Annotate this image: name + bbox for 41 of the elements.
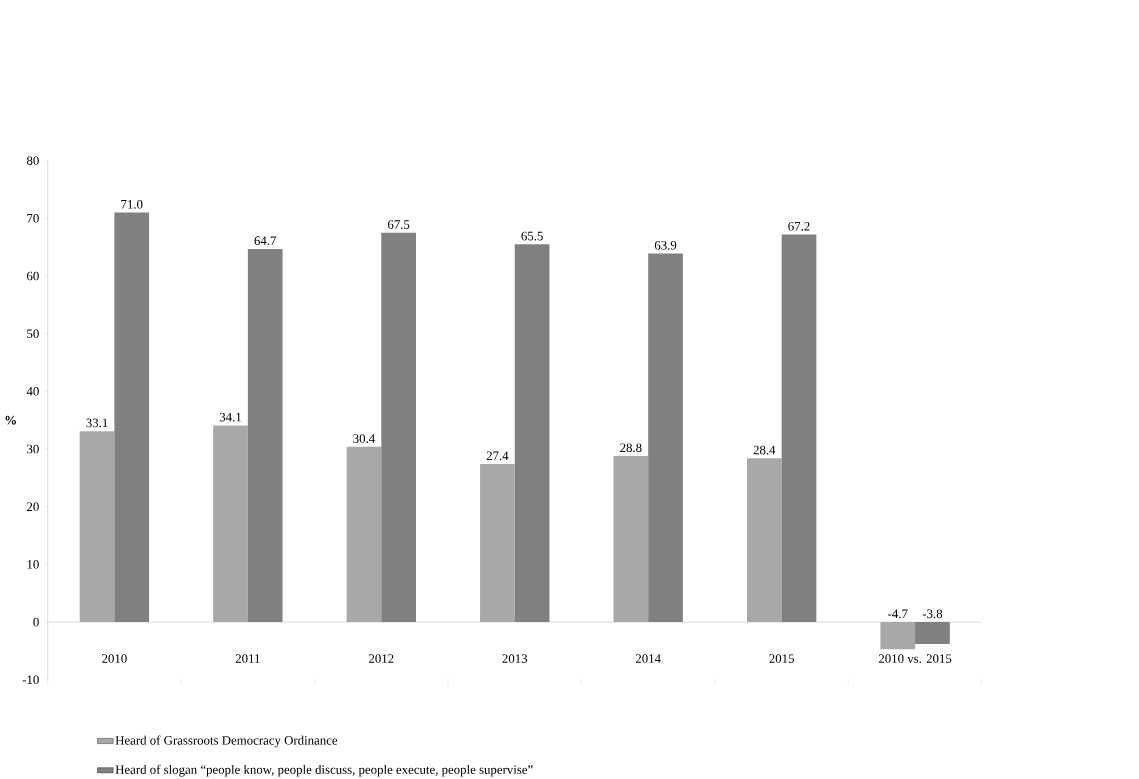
x-tick-label: 2012 bbox=[369, 654, 394, 663]
bar bbox=[381, 232, 416, 622]
y-tick-label: 60 bbox=[27, 271, 39, 281]
data-label: 64.7 bbox=[254, 236, 277, 245]
bar bbox=[648, 253, 683, 622]
data-label: 67.5 bbox=[387, 220, 410, 229]
y-tick-label: 40 bbox=[26, 386, 39, 396]
data-label: 63.9 bbox=[654, 240, 677, 250]
y-tick-label: 80 bbox=[26, 156, 39, 165]
y-tick-label: 70 bbox=[27, 213, 39, 223]
x-tick-label: 2011 bbox=[235, 654, 260, 663]
y-tick-label: 50 bbox=[27, 329, 39, 338]
data-label: 67.2 bbox=[788, 221, 810, 231]
bar bbox=[114, 212, 150, 622]
bar bbox=[915, 621, 950, 644]
y-axis-title: % bbox=[5, 415, 16, 425]
bar bbox=[781, 234, 817, 622]
y-tick-label: -10 bbox=[22, 675, 39, 684]
data-label: 28.8 bbox=[620, 443, 642, 452]
data-label: 30.4 bbox=[353, 433, 375, 443]
x-tick-label: 2010 bbox=[102, 654, 127, 663]
data-label: 65.5 bbox=[521, 231, 543, 241]
data-label: 28.4 bbox=[753, 445, 776, 455]
legend-label: Heard of Grassroots Democracy Ordinance bbox=[115, 735, 338, 748]
legend-label: Heard of slogan “people know, people discuss, people execute, people supervise” bbox=[115, 764, 533, 777]
bar bbox=[514, 244, 550, 622]
x-tick-label: 2013 bbox=[502, 654, 528, 663]
data-label: 33.1 bbox=[86, 418, 108, 428]
x-tick-label: 2014 bbox=[635, 654, 661, 663]
data-label: 34.1 bbox=[219, 412, 241, 422]
data-label: 71.0 bbox=[121, 199, 143, 209]
x-tick-label: 2010 vs. 2015 bbox=[878, 654, 952, 663]
y-tick-label: 30 bbox=[27, 444, 39, 454]
x-tick-label: 2015 bbox=[769, 654, 794, 663]
bar bbox=[247, 248, 283, 622]
data-label: -3.8 bbox=[922, 609, 943, 618]
y-tick-label: 10 bbox=[27, 559, 39, 569]
data-label: -4.7 bbox=[888, 609, 908, 618]
y-tick-label: 0 bbox=[33, 617, 39, 627]
data-label: 27.4 bbox=[486, 451, 509, 460]
y-tick-label: 20 bbox=[27, 502, 39, 511]
